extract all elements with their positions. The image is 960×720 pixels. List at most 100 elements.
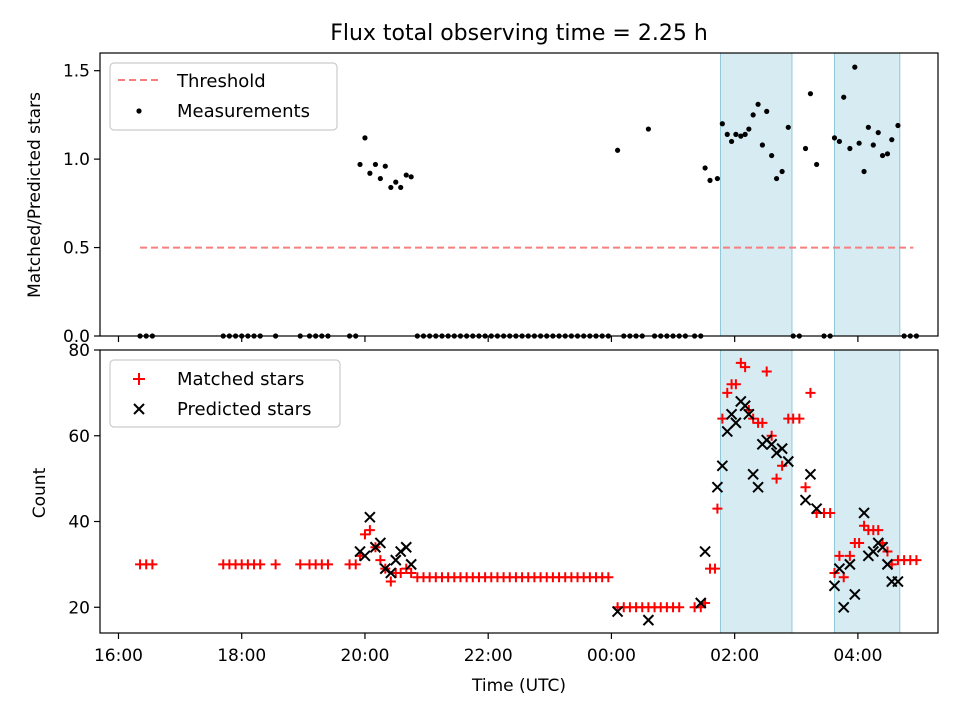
x-tick-label: 00:00 [587,646,636,666]
x-tick-label: 16:00 [94,646,143,666]
predicted-star-point [752,481,764,493]
matched-star-point [375,555,386,566]
predicted-star-point [716,460,729,472]
matched-star-point [854,537,865,548]
predicted-star-point [374,537,387,549]
legend-matched-label: Matched stars [177,369,304,390]
predicted-star-point [385,567,397,579]
measurement-point [831,135,838,141]
matched-star-point [322,559,333,570]
legend-predicted-label: Predicted stars [177,399,311,420]
predicted-star-point [721,425,733,438]
measurement-point [372,161,379,168]
ratio-x-ticks [117,336,859,342]
measurement-point [759,142,765,148]
x-tick-label: 02:00 [710,646,759,666]
shaded-region-1 [719,349,793,634]
matched-star-point [147,559,158,570]
ratio-y-axis-label: Matched/Predicted stars [25,92,45,298]
predicted-star-point [711,481,724,493]
measurement-legend-swatch [136,108,142,114]
chart-title: Flux total observing time = 2.25 h [330,21,708,46]
measurement-point [750,112,756,118]
predicted-star-point [782,455,794,468]
matched-star-point [911,555,922,566]
matched-star-point [270,559,281,570]
matched-star-point [295,559,306,570]
matched-star-point [255,559,266,570]
measurement-point [728,138,735,145]
measurement-point [779,168,785,175]
predicted-star-point [765,438,778,451]
ratio-legend-box [109,62,338,131]
time-x-axis-label: Time (UTC) [471,676,566,696]
predicted-star-point [867,545,880,558]
measurement-point [382,163,388,169]
predicted-star-point [364,511,376,523]
predicted-star-point [892,575,904,588]
measurement-point [884,151,891,157]
predicted-star-point [810,502,823,515]
count-legend-box [109,359,341,428]
predicted-star-point [828,580,841,592]
matched-star-point [712,503,723,514]
measurement-point [724,131,730,137]
predicted-star-point [390,554,402,566]
predicted-star-point [611,605,624,618]
measurement-point [362,135,368,141]
measurement-point [785,124,791,130]
measurement-point [393,179,399,185]
measurement-point [733,131,739,137]
predicted-star-point [642,614,655,626]
measurement-point [738,133,744,139]
predicted-star-point [747,468,759,481]
measurement-point [702,165,708,171]
y-tick-label: 0.0 [63,327,90,347]
shaded-region-2 [833,349,901,634]
matched-star-point [350,559,361,570]
measurement-point [847,145,853,152]
predicted-star-point [359,550,371,562]
matched-star-point [603,572,614,583]
measurement-point [742,131,748,137]
matched-star-point [800,482,811,493]
predicted-star-point [730,417,742,429]
measurement-point [773,175,780,182]
predicted-star-point [838,601,850,613]
predicted-star-point [695,597,707,609]
count-legend: Matched stars Predicted stars [109,359,341,428]
matched-star-point [385,576,396,587]
matched-star-point [761,366,772,377]
measurement-point [614,147,621,153]
matched-star-point [740,362,751,373]
ratio-legend: Threshold Measurements [109,62,338,131]
matched-star-point [771,473,782,484]
matched-star-point [834,550,845,561]
shaded-region-1 [719,52,793,337]
y-tick-label: 20 [68,598,90,618]
measurement-point [377,175,383,182]
measurement-point [895,122,901,129]
measurement-point [889,137,895,143]
matched-star-point [873,525,884,536]
measurement-point [870,142,876,148]
predicted-star-point [743,408,755,421]
predicted-star-point [739,400,751,412]
ratio-y-ticks: 0.0 0.5 1.0 1.5 [63,62,100,347]
measurement-point [645,126,651,132]
y-tick-label: 60 [68,427,90,447]
measurement-point [875,129,881,136]
matched-star-point [777,460,788,471]
measurement-point [814,161,820,168]
x-tick-label: 04:00 [833,646,882,666]
measurement-point [852,64,858,70]
measurement-point [836,138,843,145]
measurement-point [856,140,862,146]
predicted-star-point [804,468,817,481]
matched-star-point [722,387,733,398]
predicted-star-points [354,395,904,626]
matched-star-point [395,567,406,578]
predicted-star-point [876,541,889,553]
count-y-ticks: 20 40 60 80 [68,341,100,618]
x-tick-label: 22:00 [464,646,513,666]
